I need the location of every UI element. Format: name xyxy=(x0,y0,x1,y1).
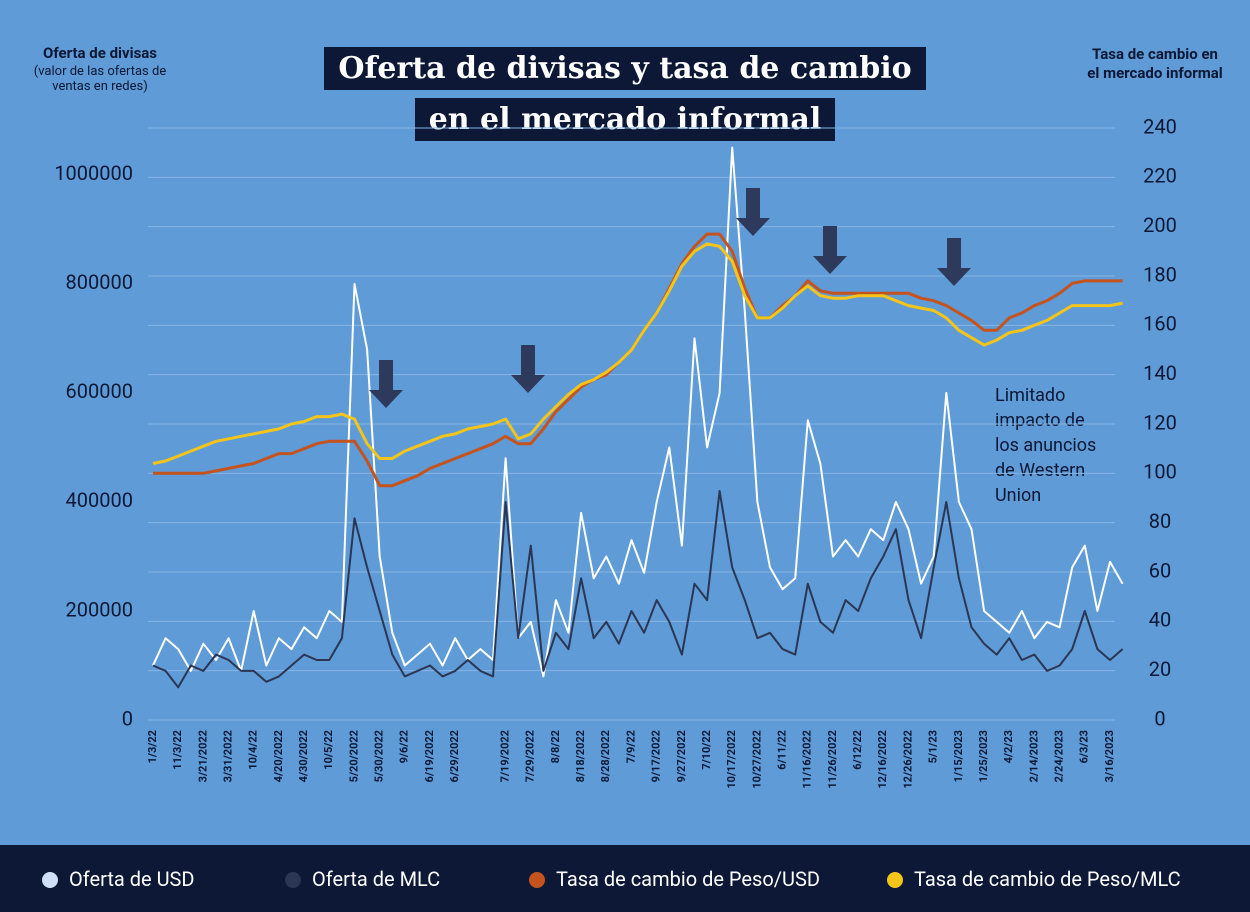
x-tick-label: 11/3/22 xyxy=(171,730,184,770)
x-tick-label: 8/28/2022 xyxy=(599,730,612,782)
x-tick-label: 11/16/2022 xyxy=(801,730,814,789)
y2-tick-label: 160 xyxy=(1143,312,1177,336)
y2-tick-label: 20 xyxy=(1149,657,1171,681)
y2-tick-label: 0 xyxy=(1154,706,1165,730)
x-tick-label: 3/21/2022 xyxy=(196,730,209,782)
x-tick-label: 2/24/2023 xyxy=(1053,730,1066,782)
y2-tick-label: 200 xyxy=(1143,213,1177,237)
series-line xyxy=(153,232,1123,488)
x-tick-label: 7/9/22 xyxy=(624,730,637,763)
arrow xyxy=(736,188,770,236)
x-tick-label: 9/6/22 xyxy=(398,730,411,763)
x-tick-label: 5/1/23 xyxy=(927,730,940,763)
x-tick-label: 5/20/2022 xyxy=(347,730,360,782)
x-tick-label: 1/3/22 xyxy=(146,730,159,763)
y2-tick-label: 80 xyxy=(1149,509,1171,533)
title-text: en el mercado informal xyxy=(414,98,836,141)
x-tick-label: 8/8/22 xyxy=(549,730,562,763)
legend: Oferta de USD Oferta de MLC Tasa de cambio… xyxy=(0,845,1250,912)
y-tick-label: 1000000 xyxy=(54,161,133,185)
x-tick-label: 4/30/2022 xyxy=(297,730,310,782)
arrow xyxy=(369,360,403,408)
x-tick-label: 12/26/2022 xyxy=(901,730,914,789)
x-tick-label: 7/19/2022 xyxy=(498,730,511,782)
x-tick-label: 10/4/22 xyxy=(247,730,260,770)
x-tick-label: 7/10/22 xyxy=(700,730,713,770)
x-tick-label: 8/18/2022 xyxy=(574,730,587,782)
arrows xyxy=(369,188,971,408)
x-tick-label: 6/3/23 xyxy=(1078,730,1091,763)
series-line xyxy=(152,490,1124,689)
x-tick-label: 9/17/2022 xyxy=(650,730,663,782)
annotation: Limitado impacto de los anuncios de West… xyxy=(995,385,1097,506)
y2-tick-label: 100 xyxy=(1143,460,1177,484)
y2-tick-label: 120 xyxy=(1143,410,1177,434)
x-tick-label: 4/20/2022 xyxy=(272,730,285,782)
y2-tick-label: 180 xyxy=(1143,262,1177,286)
legend-swatch xyxy=(529,872,545,888)
x-tick-label: 4/2/23 xyxy=(1002,730,1015,763)
y-tick-label: 600000 xyxy=(66,379,133,403)
x-tick-label: 6/11/22 xyxy=(776,730,789,770)
y-tick-label: 800000 xyxy=(66,270,133,294)
x-tick-label: 6/12/22 xyxy=(851,730,864,770)
title-line: en el mercado informal xyxy=(0,98,1250,141)
y-tick-label: 400000 xyxy=(66,488,133,512)
title-line: Oferta de divisas y tasa de cambio xyxy=(0,47,1250,90)
legend-swatch xyxy=(887,872,903,888)
y2-tick-label: 220 xyxy=(1143,164,1177,188)
y-sublabel: (valor de las ofertas de ventas en redes… xyxy=(33,64,167,94)
arrow xyxy=(813,226,847,274)
title-text: Oferta de divisas y tasa de cambio xyxy=(324,47,926,90)
series-line xyxy=(152,146,1124,678)
series-line xyxy=(152,242,1123,465)
y-tick-label: 200000 xyxy=(66,597,133,621)
y2-label: Tasa de cambio en el mercado informal xyxy=(1087,45,1223,82)
legend-swatch xyxy=(42,872,58,888)
legend-swatch xyxy=(285,872,301,888)
chart: 0 20 40 60 80 100 120 140 160 180 200 220 240 0 200000… xyxy=(54,114,1177,789)
x-tick-label: 12/16/2022 xyxy=(876,730,889,789)
legend-label: Oferta de USD xyxy=(69,867,195,891)
x-tick-label: 10/5/22 xyxy=(322,730,335,770)
y2-tick-label: 240 xyxy=(1143,114,1177,138)
y2-tick-label: 140 xyxy=(1143,361,1177,385)
y-tick-label: 0 xyxy=(122,706,133,730)
x-tick-label: 6/29/2022 xyxy=(448,730,461,782)
arrow xyxy=(511,345,545,393)
y2-tick-label: 40 xyxy=(1149,608,1171,632)
x-tick-label: 7/29/2022 xyxy=(524,730,537,782)
x-tick-label: 9/27/2022 xyxy=(675,730,688,782)
x-tick-label: 11/26/2022 xyxy=(826,730,839,789)
y2-tick-label: 60 xyxy=(1149,558,1171,582)
legend-label: Tasa de cambio de Peso/MLC xyxy=(914,867,1181,891)
x-tick-label: 3/16/2023 xyxy=(1103,730,1116,782)
x-tick-label: 2/14/2023 xyxy=(1027,730,1040,782)
x-tick-label: 3/31/2022 xyxy=(221,730,234,782)
x-tick-label: 5/30/2022 xyxy=(373,730,386,782)
y-label: Oferta de divisas xyxy=(42,44,158,62)
x-tick-label: 6/19/2022 xyxy=(423,730,436,782)
x-tick-label: 1/15/2023 xyxy=(952,730,965,782)
arrow xyxy=(937,238,971,286)
x-tick-label: 10/27/2022 xyxy=(750,730,763,789)
legend-label: Oferta de MLC xyxy=(312,867,441,891)
x-tick-label: 10/17/2022 xyxy=(725,730,738,789)
legend-label: Tasa de cambio de Peso/USD xyxy=(556,867,820,891)
x-tick-label: 1/25/2023 xyxy=(977,730,990,782)
